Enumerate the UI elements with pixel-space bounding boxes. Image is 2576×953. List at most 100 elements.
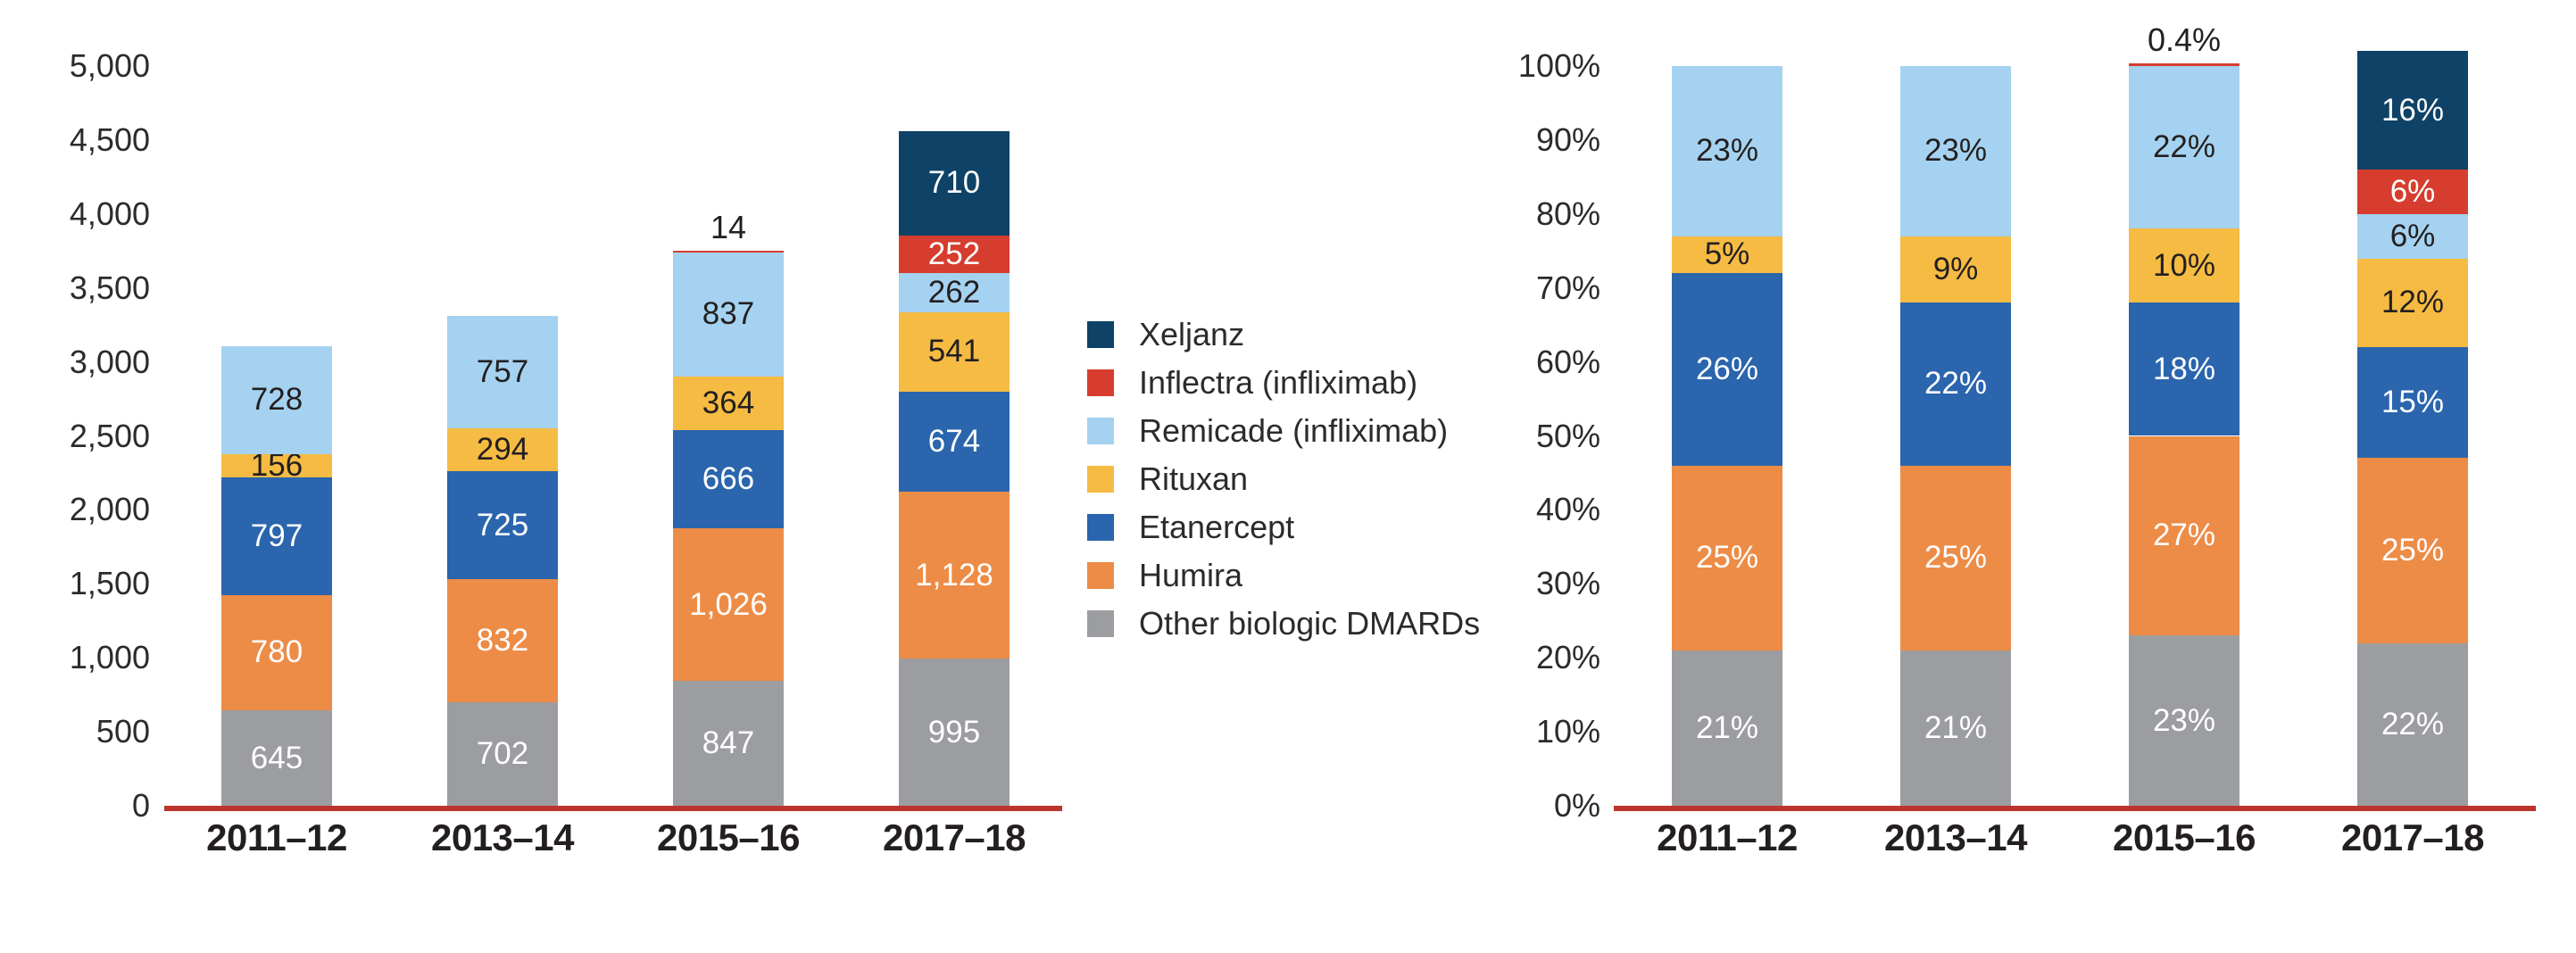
y-tick-label: 0% [1553,787,1600,824]
y-tick-label: 70% [1535,269,1600,306]
bar-segment-humira [1672,465,1782,651]
bar-segment-inflectra-infliximab [899,236,1010,274]
y-tick-label: 1,000 [69,639,150,676]
bar-segment-value: 757 [476,353,529,389]
bar-segment-other-biologic-dmards [2357,642,2468,806]
bar-segment-etanercept [221,476,332,595]
other-biologic-dmards-swatch-icon [1087,610,1114,637]
legend-item-remicade: Remicade (infliximab) [1087,412,1480,449]
x-axis-category: 2011–12 [1657,816,1798,858]
bar-segment-humira [1900,465,2011,651]
bar-segment-remicade-infliximab [899,273,1010,312]
bar-segment-value: 1,128 [915,557,993,593]
bar-segment-rituxan [2357,258,2468,347]
bar-segment-etanercept [1900,302,2011,466]
bar-segment-value: 23% [1695,133,1759,169]
bar-segment-other-biologic-dmards [2129,635,2239,806]
bar-segment-value: 12% [2381,285,2445,320]
bar-segment-rituxan [1900,236,2011,303]
bar-segment-value: 710 [927,165,981,201]
bar-segment-etanercept [2357,347,2468,459]
bar-segment-rituxan [221,453,332,477]
bar-segment-value: 21% [1924,709,1988,745]
bar-segment-value: 16% [2381,92,2445,128]
x-axis-category: 2011–12 [206,816,347,858]
bar-segment-value: 837 [702,296,755,332]
bar-segment-value: 666 [702,461,755,497]
bar-segment-remicade-infliximab [1900,66,2011,236]
chart-legend: Xeljanz Inflectra (infliximab) Remicade … [1087,319,1481,659]
bar-segment-etanercept [899,392,1010,492]
bar-segment-value: 728 [250,382,303,418]
bar-segment-etanercept [673,430,784,529]
bar-segment-other-biologic-dmards [899,659,1010,806]
legend-item-label: Remicade (infliximab) [1139,412,1449,449]
bar-segment-other-biologic-dmards [673,680,784,806]
bar-segment-value: 26% [1695,351,1759,386]
bar-segment-inflectra-infliximab [2129,62,2239,66]
bar-segment-value: 847 [702,725,755,760]
bar-segment-value: 252 [927,236,981,272]
y-tick-label: 2,000 [69,491,150,528]
bar-segment-humira [673,528,784,681]
bar-segment-value: 22% [2381,706,2445,742]
y-tick-label: 2,500 [69,417,150,454]
bar-segment-xeljanz [899,130,1010,236]
bar-segment-value: 15% [2381,385,2445,420]
y-tick-label: 10% [1535,713,1600,750]
bar-segment-remicade-infliximab [1672,66,1782,236]
bar-segment-value: 645 [250,740,303,775]
bar-segment-rituxan [447,427,558,472]
bar-segment-humira [447,578,558,702]
bar-segment-rituxan [673,376,784,431]
bar-segment-value: 21% [1695,709,1759,745]
bar-segment-other-biologic-dmards [1900,650,2011,806]
y-tick-label: 20% [1535,639,1600,676]
legend-item-etanercept: Etanercept [1087,511,1480,543]
legend-item-inflectra: Inflectra (infliximab) [1087,367,1480,399]
bar-segment-value: 262 [927,274,981,310]
bar-outside-value: 0.4% [2147,21,2222,58]
bar-segment-value: 294 [476,432,529,468]
xeljanz-swatch-icon [1087,321,1114,348]
bar-segment-inflectra-infliximab [673,250,784,253]
bar-segment-humira [221,594,332,711]
bar-segment-xeljanz [2357,51,2468,170]
rituxan-swatch-icon [1087,466,1114,493]
bar-segment-value: 18% [2152,351,2216,386]
bar-segment-value: 22% [1924,366,1988,402]
bar-segment-rituxan [899,311,1010,393]
bar-segment-rituxan [1672,236,1782,274]
y-tick-label: 40% [1535,491,1600,528]
y-tick-label: 100% [1517,47,1600,84]
bar-segment-value: 364 [702,385,755,420]
y-tick-label: 1,500 [69,565,150,602]
bar-segment-value: 1,026 [689,586,768,622]
bar-segment-value: 702 [476,735,529,771]
bar-segment-value: 797 [250,518,303,553]
x-axis-category: 2017–18 [882,816,1026,858]
bar-segment-remicade-infliximab [2129,66,2239,229]
bar-segment-remicade-infliximab [673,252,784,377]
bar-segment-value: 9% [1932,251,1979,286]
bar-segment-remicade-infliximab [221,346,332,454]
bar-segment-value: 10% [2152,247,2216,283]
y-tick-label: 90% [1535,120,1600,158]
y-tick-label: 500 [96,713,150,750]
legend-item-rituxan: Rituxan [1087,463,1480,495]
legend-item-humira: Humira [1087,559,1480,592]
x-axis-baseline [164,806,1062,811]
legend-item-label: Other biologic DMARDs [1139,605,1481,642]
bar-segment-value: 674 [927,424,981,460]
bar-segment-other-biologic-dmards [1672,650,1782,806]
bar-segment-remicade-infliximab [2357,213,2468,259]
inflectra-swatch-icon [1087,369,1114,396]
bar-segment-value: 23% [1924,133,1988,169]
bar-segment-value: 25% [2381,532,2445,568]
x-axis-category: 2013–14 [1883,816,2028,858]
y-tick-label: 3,500 [69,269,150,306]
x-axis-category: 2015–16 [656,816,801,858]
legend-item-xeljanz: Xeljanz [1087,319,1480,351]
